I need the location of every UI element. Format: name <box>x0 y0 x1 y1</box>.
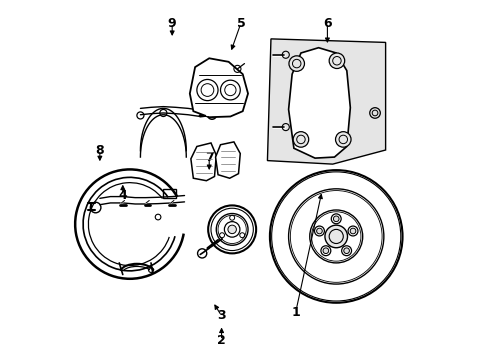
Text: 2: 2 <box>217 334 225 347</box>
Circle shape <box>328 53 344 68</box>
Text: 1: 1 <box>291 306 300 319</box>
Polygon shape <box>215 142 240 178</box>
Circle shape <box>349 228 355 234</box>
Circle shape <box>316 228 322 234</box>
Circle shape <box>333 216 338 222</box>
Text: 4: 4 <box>118 189 127 202</box>
Circle shape <box>369 108 380 118</box>
Polygon shape <box>190 143 216 181</box>
Circle shape <box>227 225 236 234</box>
Circle shape <box>343 248 349 253</box>
Polygon shape <box>288 48 349 158</box>
Circle shape <box>335 132 350 147</box>
Circle shape <box>324 225 347 248</box>
Polygon shape <box>189 58 247 117</box>
Circle shape <box>293 132 308 147</box>
Polygon shape <box>267 39 385 164</box>
Text: 8: 8 <box>95 144 104 157</box>
Circle shape <box>288 56 304 71</box>
Circle shape <box>207 110 216 119</box>
Text: 9: 9 <box>167 17 176 30</box>
Circle shape <box>323 248 328 253</box>
Text: 7: 7 <box>204 150 213 163</box>
Text: 3: 3 <box>217 309 225 322</box>
Text: 5: 5 <box>236 17 245 30</box>
Text: 6: 6 <box>323 17 331 30</box>
